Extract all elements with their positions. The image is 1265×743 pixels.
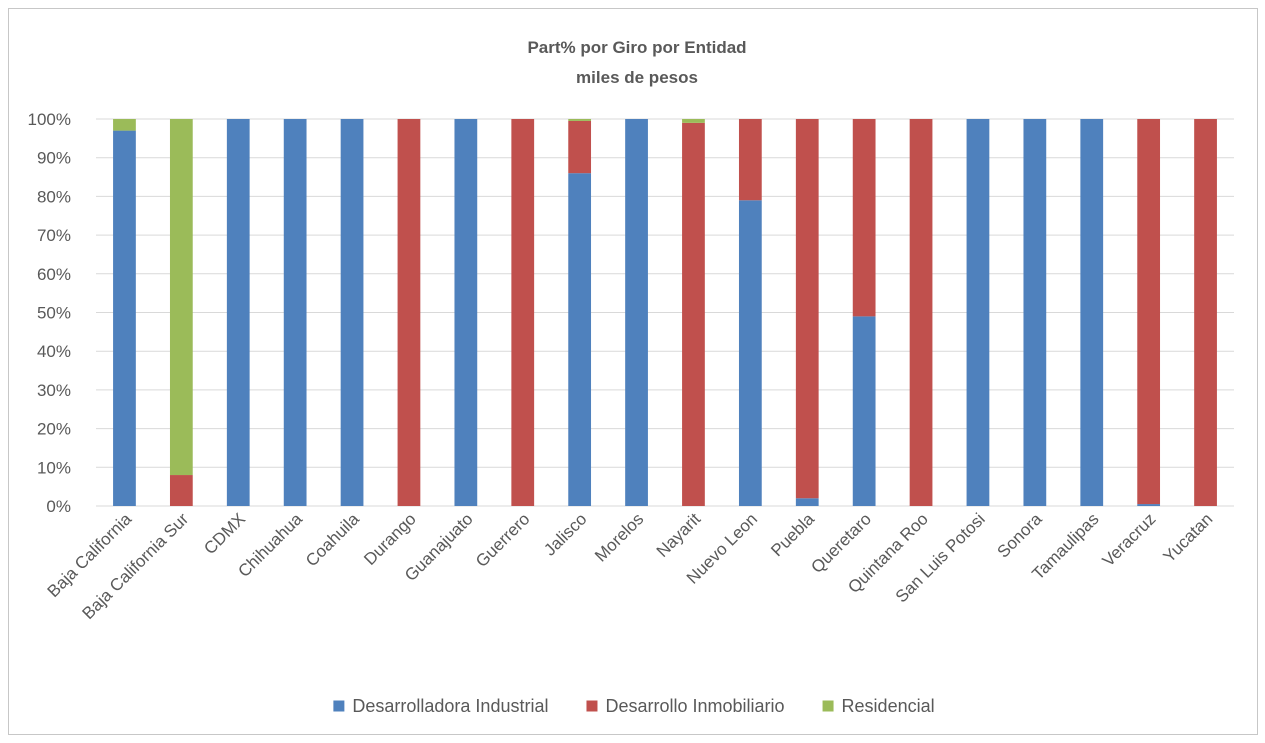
y-tick-label: 10%	[37, 458, 71, 477]
y-tick-label: 40%	[37, 342, 71, 361]
x-tick-label: CDMX	[200, 509, 249, 558]
legend-label: Desarrollo Inmobiliario	[605, 696, 784, 716]
bar-segment	[1137, 504, 1161, 506]
legend-swatch	[586, 700, 598, 712]
bar-segment	[625, 119, 648, 506]
x-tick-label: Coahuila	[302, 509, 363, 570]
bar-segment	[1023, 119, 1047, 506]
legend: Desarrolladora Industrial Desarrollo Inmo…	[333, 696, 935, 716]
bar-segment	[1080, 119, 1104, 506]
bar-segment	[1137, 119, 1161, 505]
bar-segment	[738, 200, 762, 506]
x-tick-label: Durango	[360, 509, 420, 569]
bar-segment	[454, 119, 478, 506]
legend-label: Desarrolladora Industrial	[352, 696, 548, 716]
bar-segment	[909, 119, 933, 506]
bar-segment	[682, 122, 705, 507]
bar-segment	[226, 119, 250, 506]
bar-segment	[852, 316, 876, 506]
bar-segment	[966, 119, 990, 506]
legend-swatch	[822, 700, 834, 712]
bar-segment	[397, 119, 421, 506]
bar-segment	[795, 119, 819, 499]
bar-segment	[283, 119, 307, 506]
y-tick-label: 30%	[37, 381, 71, 400]
legend-label: Residencial	[842, 696, 935, 716]
bar-segment	[568, 173, 592, 506]
chart-area: Part% por Giro por Entidad miles de peso…	[8, 8, 1258, 735]
bar-segment	[682, 119, 705, 123]
y-tick-label: 70%	[37, 226, 71, 245]
bar-segment	[169, 119, 193, 476]
bar-segment	[568, 120, 592, 174]
x-tick-label: Guerrero	[472, 509, 534, 571]
bar-segment	[169, 475, 193, 506]
bar-segment	[511, 119, 535, 506]
y-tick-label: 0%	[46, 497, 71, 516]
gridlines	[96, 118, 1234, 507]
y-axis-ticks: 0% 10% 20% 30% 40% 50% 60% 70% 80% 90% 100%	[28, 110, 71, 516]
bar-segment	[1194, 119, 1217, 506]
x-tick-label: Puebla	[767, 509, 818, 560]
bar-segment	[113, 130, 136, 507]
x-tick-label: Morelos	[591, 509, 647, 565]
y-tick-label: 80%	[37, 187, 71, 206]
x-tick-label: Jalisco	[540, 509, 590, 559]
bar-segment	[568, 119, 592, 121]
y-tick-label: 90%	[37, 149, 71, 168]
y-tick-label: 50%	[37, 304, 71, 323]
x-tick-label: Veracruz	[1099, 509, 1160, 570]
chart-subtitle: miles de pesos	[576, 68, 698, 87]
bar-segment	[738, 119, 762, 201]
x-tick-label: Yucatan	[1159, 509, 1216, 566]
stacked-bar-chart: Part% por Giro por Entidad miles de peso…	[28, 38, 1234, 716]
bar-segment	[852, 119, 876, 317]
x-tick-label: Nayarit	[653, 509, 705, 561]
bars	[113, 119, 1217, 507]
chart-title: Part% por Giro por Entidad	[527, 38, 746, 57]
y-tick-label: 20%	[37, 420, 71, 439]
y-tick-label: 100%	[28, 110, 71, 129]
bar-segment	[340, 119, 364, 506]
y-tick-label: 60%	[37, 265, 71, 284]
bar-segment	[795, 498, 819, 506]
x-tick-label: Baja California Sur	[79, 509, 193, 623]
legend-swatch	[333, 700, 345, 712]
bar-segment	[113, 119, 136, 131]
x-tick-label: Sonora	[993, 509, 1046, 562]
